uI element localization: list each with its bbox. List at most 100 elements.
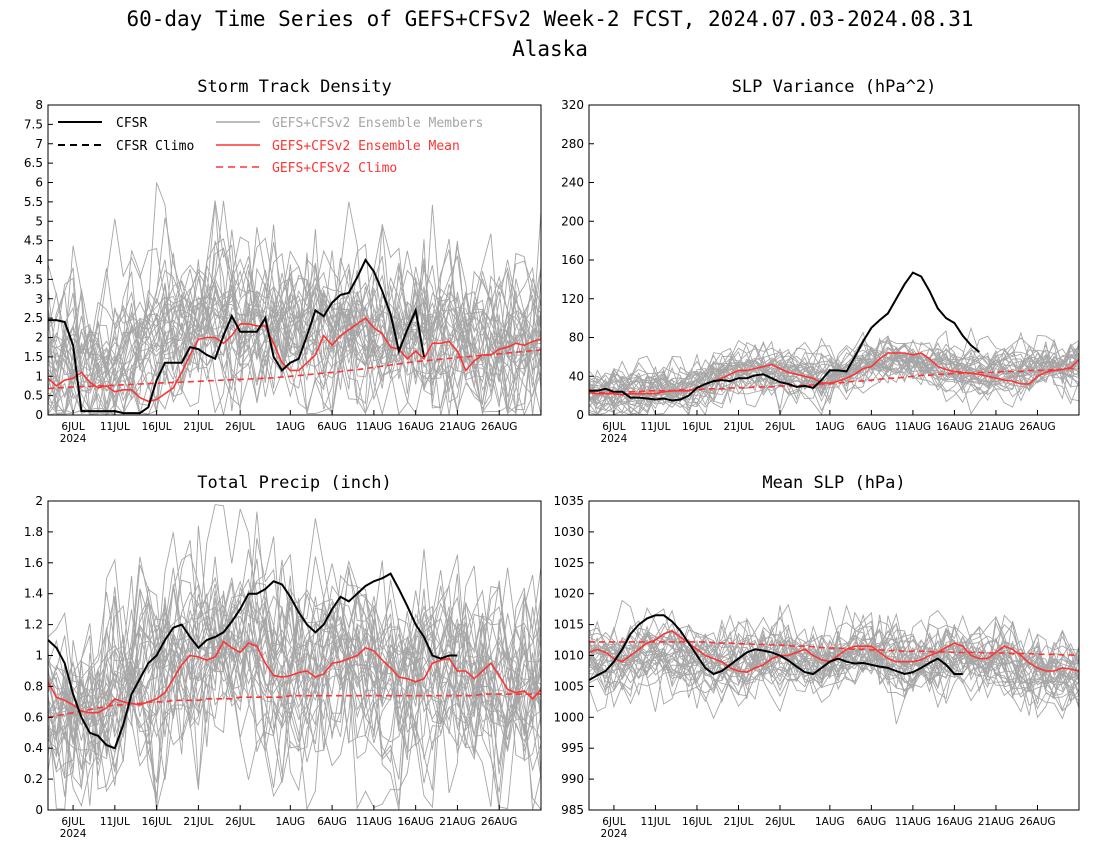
x-tick-label: 21JUL [183, 816, 213, 828]
y-tick-label: 2 [35, 331, 43, 345]
ensemble-member-line [48, 589, 541, 810]
ensemble-member-line [48, 575, 541, 793]
x-tick-label: 11AUG [356, 816, 392, 828]
y-tick-label: 0.6 [24, 710, 43, 724]
y-tick-label: 1025 [553, 556, 584, 570]
legend: CFSR CFSR Climo GEFS+CFSv2 Ensemble Memb… [58, 116, 483, 176]
y-tick-label: 200 [561, 214, 584, 228]
ensemble-member-line [48, 250, 541, 415]
ensemble-member-line [589, 343, 1079, 415]
ensemble-member-line [48, 229, 541, 415]
y-tick-label: 1010 [553, 649, 584, 663]
ensemble-member-line [48, 237, 541, 415]
chart-panel-1: Storm Track Density 0 0.5 1 1.5 2 2.5 3 3.5 4 4.5 5… [24, 77, 542, 445]
x-tick-label: 6JUL [61, 816, 84, 828]
figure-title: 60-day Time Series of GEFS+CFSv2 Week-2 … [126, 7, 973, 31]
x-tick-label: 1AUG [275, 816, 305, 828]
ensemble-member-line [48, 590, 541, 737]
ensemble-member-line [48, 269, 541, 415]
y-tick-label: 1005 [553, 679, 584, 693]
ensemble-member-line [48, 252, 541, 408]
x-tick-label: 21AUG [978, 816, 1014, 828]
x-tick-label: 16JUL [682, 421, 712, 433]
x-tick-label: 11JUL [640, 816, 670, 828]
y-tick-label: 5.5 [24, 195, 43, 209]
series-cfsr [589, 614, 963, 682]
y-tick-label: 240 [561, 176, 584, 190]
x-tick-label: 6AUG [857, 816, 887, 828]
ensemble-member-line [48, 249, 541, 415]
y-tick-label: 2.5 [24, 311, 43, 325]
x-tick-label: 11JUL [640, 421, 670, 433]
ensemble-member-line [48, 532, 541, 810]
legend-ens-mean-label: GEFS+CFSv2 Ensemble Mean [272, 139, 460, 154]
x-tick-label: 26AUG [1019, 816, 1055, 828]
series-ens-mean [48, 640, 541, 714]
ensemble-member-line [48, 556, 541, 790]
y-tick-label: 1000 [553, 710, 584, 724]
y-tick-label: 80 [569, 331, 584, 345]
ensemble-member-line [589, 636, 1079, 691]
ensemble-member-line [589, 605, 1079, 712]
y-tick-label: 1.8 [24, 525, 43, 539]
ensemble-member-line [589, 629, 1079, 696]
x-tick-label: 6JUL [61, 421, 84, 433]
legend-cfsr-climo-label: CFSR Climo [116, 139, 194, 154]
ensemble-members [48, 182, 541, 415]
ensemble-member-line [48, 554, 541, 797]
ensemble-member-line [48, 297, 541, 415]
y-tick-label: 8 [35, 98, 43, 112]
x-year-label: 2024 [60, 433, 87, 445]
x-tick-label: 1AUG [815, 816, 845, 828]
legend-members-label: GEFS+CFSv2 Ensemble Members [272, 116, 483, 131]
ensemble-member-line [589, 339, 1079, 408]
chart-panel-3: Total Precip (inch) 0 0.2 0.4 0.6 0.8 1 1.2 1.4 1… [24, 473, 542, 840]
y-tick-label: 120 [561, 292, 584, 306]
x-tick-label: 16AUG [397, 816, 433, 828]
y-tick-label: 0 [35, 803, 43, 817]
x-tick-label: 21AUG [978, 421, 1014, 433]
legend-gefs-climo-label: GEFS+CFSv2 Climo [272, 161, 397, 176]
x-tick-label: 16AUG [936, 421, 972, 433]
y-tick-label: 40 [569, 369, 584, 383]
x-tick-label: 26JUL [765, 816, 795, 828]
y-tick-label: 2 [35, 494, 43, 508]
x-tick-label: 26AUG [481, 421, 517, 433]
y-tick-label: 4.5 [24, 234, 43, 248]
series-cfsr [589, 271, 980, 402]
x-tick-label: 21JUL [183, 421, 213, 433]
x-year-label: 2024 [601, 433, 628, 445]
x-tick-label: 6AUG [857, 421, 887, 433]
y-tick-label: 6 [35, 176, 43, 190]
series-gefs-climo [589, 641, 1079, 657]
y-tick-label: 3.5 [24, 272, 43, 286]
x-tick-label: 11AUG [895, 421, 931, 433]
y-tick-label: 0.2 [24, 772, 43, 786]
x-tick-label: 26JUL [225, 816, 255, 828]
ensemble-member-line [48, 268, 541, 415]
y-tick-label: 0.4 [24, 741, 43, 755]
x-year-label: 2024 [601, 828, 628, 840]
y-tick-label: 7 [35, 137, 43, 151]
y-tick-label: 0 [576, 408, 584, 422]
x-tick-label: 26AUG [1019, 421, 1055, 433]
x-tick-label: 16JUL [682, 816, 712, 828]
y-tick-label: 1035 [553, 494, 584, 508]
y-tick-label: 995 [561, 741, 584, 755]
x-tick-label: 6AUG [317, 421, 347, 433]
panels: Storm Track Density 0 0.5 1 1.5 2 2.5 3 3.5 4 4.5 5… [24, 77, 1080, 840]
chart-panel-2: SLP Variance (hPa^2) 0 40 80 120 160 200 240 280… [561, 77, 1080, 445]
x-tick-label: 11JUL [100, 421, 130, 433]
ensemble-member-line [48, 585, 541, 780]
panel-title: Mean SLP (hPa) [762, 473, 905, 493]
y-tick-label: 0.8 [24, 679, 43, 693]
x-tick-label: 1AUG [275, 421, 305, 433]
ensemble-member-line [589, 635, 1079, 685]
ensemble-member-line [589, 620, 1079, 694]
ensemble-member-line [48, 202, 541, 415]
series-cfsr [48, 572, 458, 750]
chart-panel-4: Mean SLP (hPa) 985 990 995 1000 1005 1010 1015 1… [553, 473, 1080, 840]
x-tick-label: 26JUL [225, 421, 255, 433]
y-tick-label: 1015 [553, 618, 584, 632]
